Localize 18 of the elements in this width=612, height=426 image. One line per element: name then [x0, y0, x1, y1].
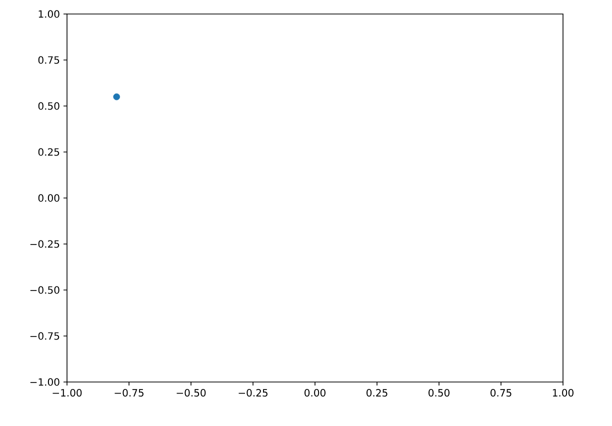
- x-tick-label: −0.25: [238, 389, 268, 397]
- x-tick-label: 0.50: [428, 389, 450, 397]
- x-tick-label: −0.50: [176, 389, 206, 397]
- y-tick-label: 0.25: [38, 148, 60, 156]
- y-tick-label: −1.00: [30, 378, 60, 386]
- y-tick-label: 0.50: [38, 102, 60, 110]
- x-tick-label: −0.75: [114, 389, 144, 397]
- y-tick-label: 0.00: [38, 194, 60, 202]
- x-tick-label: 0.25: [366, 389, 388, 397]
- x-tick-label: 0.75: [490, 389, 512, 397]
- x-tick-label: 0.00: [304, 389, 326, 397]
- x-tick-label: 1.00: [552, 389, 574, 397]
- y-tick-label: 0.75: [38, 56, 60, 64]
- y-tick-label: −0.50: [30, 286, 60, 294]
- x-tick-label: −1.00: [52, 389, 82, 397]
- y-tick-label: 1.00: [38, 10, 60, 18]
- y-tick-label: −0.25: [30, 240, 60, 248]
- y-tick-label: −0.75: [30, 332, 60, 340]
